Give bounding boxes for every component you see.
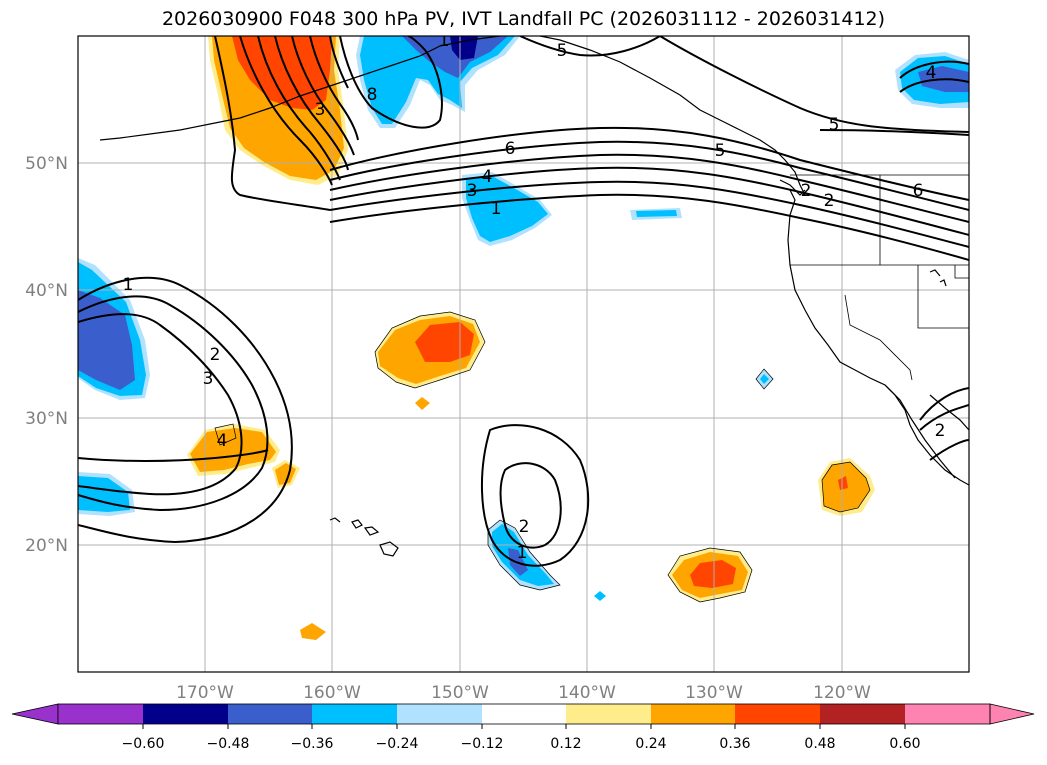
colorbar-segment — [228, 704, 312, 724]
lon-label: 170°W — [176, 683, 234, 703]
colorbar-tick-label: 0.36 — [719, 736, 750, 752]
lat-label: 50°N — [25, 154, 68, 174]
contour-label: 8 — [367, 85, 378, 105]
lat-label: 20°N — [25, 536, 68, 556]
colorbar-tick-label: 0.24 — [635, 736, 666, 752]
contour-label: 3 — [203, 369, 214, 389]
colorbar-segment — [566, 704, 651, 724]
fill-outlines — [214, 311, 871, 603]
contour-lines — [78, 36, 969, 567]
colorbar-tick-label: −0.48 — [207, 736, 250, 752]
contour-label: 2 — [824, 191, 835, 211]
colorbar-extend-left — [11, 703, 59, 725]
contour-label: 4 — [217, 431, 228, 451]
contour-label: 2 — [801, 181, 812, 201]
contour-label: 1 — [517, 543, 528, 563]
contour-label: 2 — [210, 345, 221, 365]
map-title: 2026030900 F048 300 hPa PV, IVT Landfall… — [161, 8, 886, 30]
political-borders — [790, 174, 969, 381]
lat-label: 30°N — [25, 409, 68, 429]
colorbar-tick-label: −0.36 — [291, 736, 334, 752]
colorbar-segment — [651, 704, 735, 724]
lon-label: 140°W — [558, 683, 616, 703]
contour-label: 6 — [913, 181, 924, 201]
contour-label: 3 — [467, 181, 478, 201]
colorbar-segment — [58, 704, 143, 724]
contour-label: 5 — [715, 141, 726, 161]
lon-label: 160°W — [303, 683, 361, 703]
contour-label: 6 — [505, 139, 516, 159]
contour-label: 4 — [926, 63, 937, 83]
contour-label: 3 — [315, 100, 326, 120]
colorbar-extend-right — [989, 703, 1035, 725]
lat-label: 40°N — [25, 281, 68, 301]
contour-label: 1 — [439, 31, 450, 51]
lon-label: 120°W — [813, 683, 871, 703]
contour-label: 4 — [482, 167, 493, 187]
colorbar-ticks: −0.60 −0.48 −0.36 −0.24 −0.12 0.12 0.24 … — [122, 724, 921, 752]
contour-labels: 1 2 3 4 5 6 8 1 2 3 4 5 6 1 2 3 1 2 4 5 … — [123, 31, 946, 563]
map-plot-area: 1 2 3 4 5 6 8 1 2 3 4 5 6 1 2 3 1 2 4 5 … — [78, 31, 969, 672]
lon-label: 130°W — [685, 683, 743, 703]
shaded-anomalies — [78, 36, 969, 640]
lon-label: 150°W — [431, 683, 489, 703]
colorbar-segment — [482, 704, 566, 724]
contour-label: 5 — [557, 41, 568, 61]
colorbar-tick-label: −0.12 — [461, 736, 504, 752]
colorbar-segment — [312, 704, 397, 724]
colorbar-tick-label: −0.24 — [376, 736, 419, 752]
colorbar-tick-label: 0.48 — [804, 736, 835, 752]
latitude-labels: 50°N 40°N 30°N 20°N — [25, 154, 68, 556]
map-frame — [77, 35, 970, 673]
contour-label: 2 — [935, 421, 946, 441]
colorbar-segment — [143, 704, 228, 724]
contour-label: 2 — [519, 517, 530, 537]
colorbar-tick-label: −0.60 — [122, 736, 165, 752]
colorbar: −0.60 −0.48 −0.36 −0.24 −0.12 0.12 0.24 … — [11, 703, 1035, 752]
contour-label: 1 — [123, 275, 134, 295]
longitude-labels: 170°W 160°W 150°W 140°W 130°W 120°W — [176, 683, 871, 703]
colorbar-tick-label: 0.12 — [550, 736, 581, 752]
colorbar-segment — [820, 704, 905, 724]
colorbar-segment — [397, 704, 482, 724]
contour-label: 1 — [491, 199, 502, 219]
gridlines — [78, 36, 969, 672]
colorbar-segment — [905, 704, 990, 724]
contour-label: 5 — [829, 115, 840, 135]
colorbar-tick-label: 0.60 — [889, 736, 920, 752]
colorbar-segment — [735, 704, 820, 724]
